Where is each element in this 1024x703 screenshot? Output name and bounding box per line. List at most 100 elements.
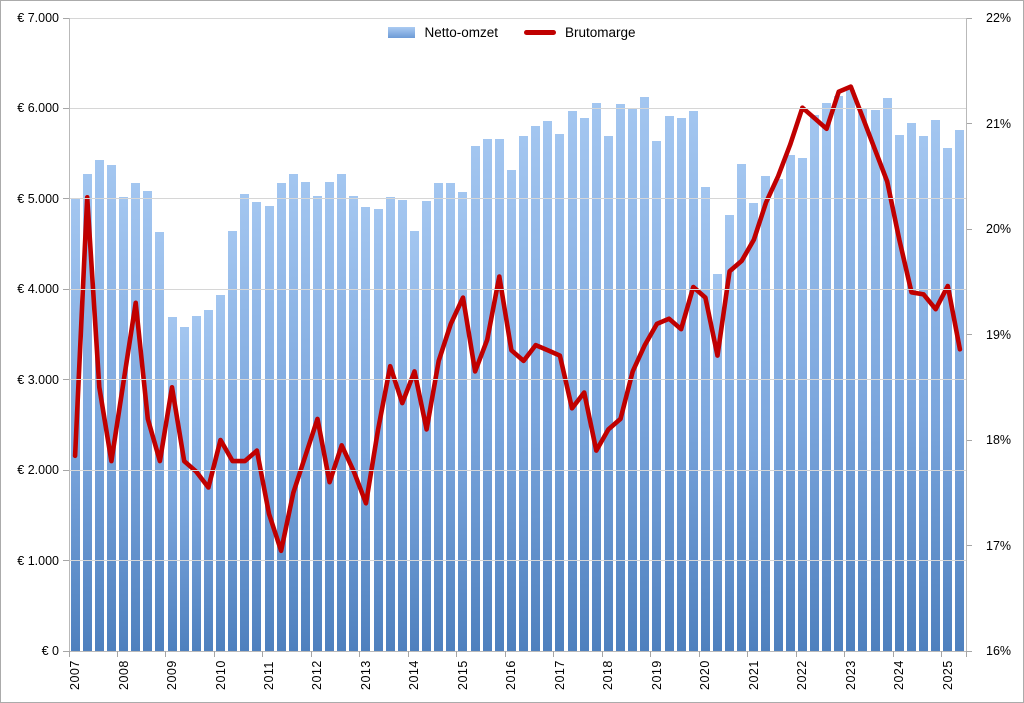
bar-netto-omzet	[749, 203, 759, 651]
y-axis-left-label: € 1.000	[17, 553, 59, 568]
x-axis-tick	[310, 651, 312, 657]
x-axis-tick	[553, 651, 555, 657]
x-axis-tick	[941, 651, 943, 657]
x-axis-year-text: 2017	[552, 660, 567, 690]
bar-netto-omzet	[555, 133, 565, 651]
bar-netto-omzet	[82, 173, 92, 651]
bar-netto-omzet	[543, 121, 553, 651]
y-axis-right-label: 20%	[986, 222, 1012, 236]
x-axis-tick	[650, 651, 652, 657]
y-axis-right-tick	[966, 650, 972, 652]
bar-netto-omzet	[761, 176, 771, 651]
bar-netto-omzet	[906, 122, 916, 651]
bar-netto-omzet	[943, 148, 953, 651]
x-axis-tick	[747, 651, 749, 657]
bar-netto-omzet	[216, 294, 226, 651]
bar-netto-omzet	[337, 173, 347, 651]
legend: Netto-omzet Brutomarge	[1, 25, 1023, 40]
y-axis-right-tick	[966, 123, 972, 124]
bar-netto-omzet	[664, 115, 674, 651]
bar-netto-omzet	[894, 134, 904, 651]
gridline	[69, 650, 966, 652]
y-axis-right-label: 16%	[986, 644, 1012, 658]
y-axis-left-line	[68, 18, 70, 651]
bar-netto-omzet	[264, 206, 274, 651]
bar-netto-omzet	[482, 139, 492, 651]
bar-netto-omzet	[191, 315, 201, 651]
y-axis-right-tick	[966, 545, 972, 546]
bar-netto-omzet	[312, 196, 322, 651]
y-axis-right-label: 21%	[986, 116, 1012, 131]
bar-netto-omzet	[458, 191, 468, 651]
x-axis-tick	[68, 651, 70, 657]
gridline	[69, 107, 966, 109]
bar-netto-omzet	[519, 136, 529, 651]
bar-netto-omzet	[785, 155, 795, 651]
bar-netto-omzet	[870, 110, 880, 651]
y-axis-left-tick	[63, 107, 69, 109]
bar-netto-omzet	[882, 98, 892, 651]
legend-label-netto-omzet: Netto-omzet	[424, 25, 498, 40]
bar-netto-omzet	[919, 135, 929, 651]
bar-netto-omzet	[203, 310, 213, 651]
x-axis-year-text: 2025	[940, 660, 955, 690]
gridline	[69, 198, 966, 200]
x-axis-tick	[504, 651, 506, 657]
bar-netto-omzet	[143, 190, 153, 651]
y-axis-left-tick	[63, 17, 69, 19]
gridline	[69, 288, 966, 290]
bar-netto-omzet	[688, 111, 698, 651]
bar-netto-omzet	[228, 231, 238, 651]
bar-netto-omzet	[252, 201, 262, 651]
bar-netto-omzet	[567, 111, 577, 651]
bar-netto-omzet	[640, 96, 650, 651]
bar-netto-omzet	[434, 182, 444, 651]
y-axis-right-label: 17%	[986, 538, 1012, 553]
x-axis-tick	[407, 651, 409, 657]
bar-netto-omzet	[373, 208, 383, 651]
x-axis-year-text: 2011	[262, 661, 276, 690]
y-axis-left-label: € 0	[41, 644, 59, 658]
x-axis-year-text: 2014	[407, 660, 422, 690]
bar-netto-omzet	[240, 194, 250, 651]
x-axis-year-text: 2019	[649, 660, 664, 690]
bar-netto-omzet	[652, 140, 662, 651]
bar-netto-omzet	[725, 215, 735, 651]
x-axis-year-text: 2015	[455, 660, 470, 690]
y-axis-left-tick	[63, 288, 69, 290]
x-axis-tick	[844, 651, 846, 657]
bar-netto-omzet	[276, 183, 286, 651]
gridline	[69, 469, 966, 471]
bar-netto-omzet	[361, 206, 371, 651]
y-axis-right-tick	[966, 228, 972, 230]
gridline	[69, 379, 966, 381]
x-axis-year-text: 2022	[795, 660, 810, 690]
x-axis-tick	[456, 651, 458, 657]
x-axis-year-text: 2023	[843, 660, 858, 690]
bar-netto-omzet	[834, 95, 844, 651]
x-axis-tick	[795, 651, 797, 657]
bar-netto-omzet	[385, 197, 395, 651]
bar-netto-omzet	[931, 120, 941, 651]
y-axis-right-label: 22%	[986, 11, 1012, 25]
x-axis-year-text: 2009	[165, 660, 180, 690]
x-axis-year-text: 2010	[213, 660, 228, 690]
bar-netto-omzet	[94, 159, 104, 651]
gridline	[69, 17, 966, 19]
y-axis-left-label: € 2.000	[17, 463, 59, 478]
bar-netto-omzet	[737, 163, 747, 651]
y-axis-right-line	[965, 18, 967, 651]
bar-swatch-icon	[388, 27, 416, 38]
bar-netto-omzet	[603, 136, 613, 651]
bar-netto-omzet	[70, 198, 80, 651]
legend-item-brutomarge: Brutomarge	[523, 25, 636, 40]
bar-netto-omzet	[409, 230, 419, 651]
bar-netto-omzet	[797, 158, 807, 651]
x-axis-tick	[965, 651, 967, 657]
x-axis-tick	[892, 651, 894, 657]
y-axis-right-label: 19%	[986, 327, 1012, 342]
bar-netto-omzet	[349, 196, 359, 651]
bar-netto-omzet	[131, 182, 141, 651]
bar-netto-omzet	[809, 114, 819, 651]
y-axis-left-label: € 5.000	[17, 191, 59, 206]
